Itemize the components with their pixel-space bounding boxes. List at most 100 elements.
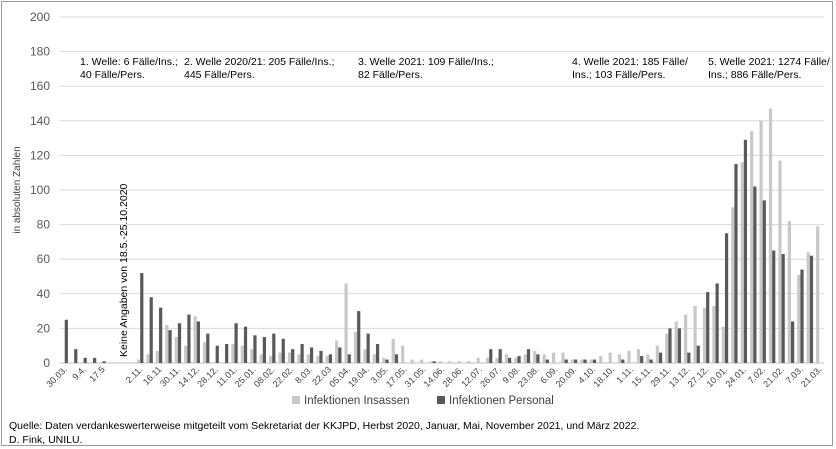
bar-insassen <box>457 361 461 363</box>
gap-note: Keine Angaben von 18.5.-25.10.2020 <box>118 183 130 357</box>
bar-insassen <box>438 361 442 363</box>
bar-personal <box>762 200 766 363</box>
bar-personal <box>177 323 182 363</box>
bar-personal <box>734 164 738 363</box>
wave-annotation-5: Ins.; 886 Fälle/Pers. <box>708 69 801 81</box>
bar-insassen <box>514 357 518 363</box>
bar-insassen <box>363 349 367 363</box>
wave-annotation-4: 4. Welle 2021: 185 Fälle/ <box>572 56 688 68</box>
bar-insassen <box>561 352 565 363</box>
bar-personal <box>489 349 493 363</box>
bar-insassen <box>816 226 820 363</box>
bar-personal <box>800 269 804 363</box>
bar-personal <box>564 359 568 363</box>
y-tick-label: 80 <box>37 218 51 232</box>
bar-personal <box>375 343 380 363</box>
wave-annotation-3: 3. Welle 2021: 109 Fälle/Ins.; <box>358 56 494 68</box>
bar-personal <box>140 273 144 363</box>
x-tick-label: 9.4. <box>70 364 88 382</box>
y-tick-label: 0 <box>43 356 50 370</box>
bar-insassen <box>155 350 160 363</box>
bar-insassen <box>693 305 697 363</box>
bar-insassen <box>580 359 584 363</box>
bar-insassen <box>259 354 263 363</box>
bar-personal <box>536 354 540 363</box>
wave-annotation-4: Ins.; 103 Fälle/Pers. <box>572 69 665 81</box>
bar-personal <box>64 319 68 363</box>
x-tick-label: 15.11. <box>630 364 654 388</box>
bar-personal <box>234 323 238 363</box>
bar-insassen <box>636 349 641 363</box>
bar-insassen <box>165 324 169 363</box>
bar-insassen <box>335 340 339 363</box>
source-line-1: Quelle: Daten verdankeswerterweise mitge… <box>9 420 640 432</box>
wave-annotation-1: 1. Welle: 6 Fälle/Ins.; <box>80 56 178 68</box>
bar-personal <box>357 311 361 363</box>
bar-insassen <box>655 345 659 363</box>
bar-personal <box>583 359 587 363</box>
bar-personal <box>196 321 200 363</box>
bar-personal <box>809 255 814 363</box>
bar-insassen <box>684 314 688 363</box>
bar-personal <box>309 347 314 363</box>
bar-insassen <box>202 342 207 363</box>
bar-personal <box>724 233 729 363</box>
bar-personal <box>206 333 210 363</box>
y-tick-label: 180 <box>30 45 50 59</box>
bar-personal <box>93 357 97 363</box>
bar-insassen <box>495 357 499 363</box>
bar-personal <box>168 330 172 363</box>
bar-insassen <box>306 354 310 363</box>
bar-insassen <box>250 349 254 363</box>
bar-personal <box>102 361 106 363</box>
bar-insassen <box>674 321 678 363</box>
y-axis-label: in absoluten Zahlen <box>12 146 23 233</box>
bar-insassen <box>325 356 329 363</box>
bar-personal <box>545 359 549 363</box>
bar-personal <box>243 326 248 363</box>
x-tick-label: 21.03. <box>799 364 824 389</box>
bar-insassen <box>627 350 631 363</box>
bar-insassen <box>476 357 480 363</box>
bar-insassen <box>353 331 358 363</box>
bar-personal <box>262 337 266 363</box>
bar-insassen <box>768 108 773 363</box>
bar-personal <box>706 292 710 363</box>
bar-insassen <box>551 352 556 363</box>
bar-personal <box>790 321 795 363</box>
bar-insassen <box>702 307 707 363</box>
bar-insassen <box>467 361 471 363</box>
legend-swatch-personal <box>437 396 445 404</box>
bar-insassen <box>278 352 282 363</box>
y-tick-label: 40 <box>37 287 51 301</box>
legend-label-insassen: Infektionen Insassen <box>304 395 410 407</box>
bar-insassen <box>759 120 763 363</box>
bar-personal <box>394 354 399 363</box>
bar-insassen <box>608 352 612 363</box>
x-tick-label: 28.12. <box>195 364 220 389</box>
bar-insassen <box>344 283 348 363</box>
x-tick-label: 20.09. <box>554 364 579 389</box>
bar-insassen <box>712 305 716 363</box>
bar-personal <box>508 357 512 363</box>
bar-personal <box>319 350 323 363</box>
bar-insassen <box>419 359 424 363</box>
bar-insassen <box>184 345 188 363</box>
bar-personal <box>772 250 776 363</box>
bar-personal <box>658 352 663 363</box>
bar-insassen <box>750 131 754 363</box>
y-tick-label: 100 <box>30 183 50 197</box>
bar-personal <box>300 343 304 363</box>
bar-personal <box>715 283 719 363</box>
bar-insassen <box>372 354 376 363</box>
bar-personal <box>225 343 229 363</box>
bar-insassen <box>240 345 244 363</box>
y-tick-label: 200 <box>30 10 50 24</box>
bar-personal <box>668 328 672 363</box>
bar-insassen <box>382 357 386 363</box>
bar-personal <box>187 314 191 363</box>
bar-insassen <box>589 359 593 363</box>
x-tick-label: 19.04. <box>346 364 371 389</box>
wave-annotation-2: 2. Welle 2020/21: 205 Fälle/Ins.; <box>184 56 334 68</box>
